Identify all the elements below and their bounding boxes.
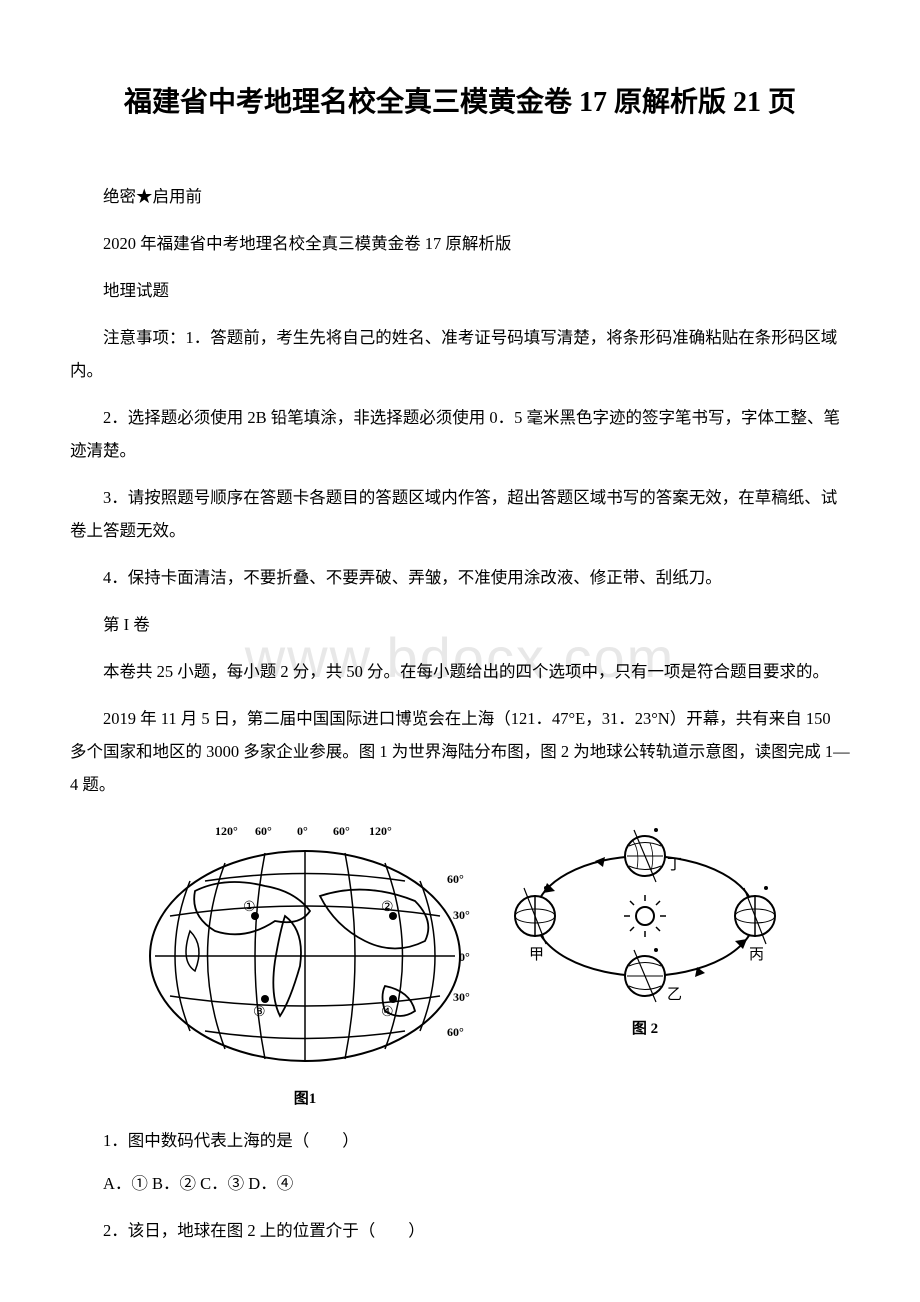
marker-4: ④ xyxy=(381,1005,394,1020)
lon-label: 60° xyxy=(333,824,350,838)
pos-jia: 甲 xyxy=(529,947,544,963)
para-notice-3: 3．请按照题号顺序在答题卡各题目的答题区域内作答，超出答题区域书写的答案无效，在… xyxy=(70,481,850,547)
orbit-figure: 甲 丁 丙 乙 xyxy=(505,821,785,1011)
marker-2: ② xyxy=(381,900,394,915)
lon-label: 120° xyxy=(215,824,238,838)
para-notice-4: 4．保持卡面清洁，不要折叠、不要弄破、弄皱，不准使用涂改液、修正带、刮纸刀。 xyxy=(70,561,850,594)
lat-label: 0° xyxy=(459,950,470,964)
pos-ding: 丁 xyxy=(667,857,682,873)
lat-label: 60° xyxy=(447,1025,464,1039)
para-notice-1: 注意事项：1．答题前，考生先将自己的姓名、准考证号码填写清楚，将条形码准确粘贴在… xyxy=(70,321,850,387)
figure2-block: 甲 丁 丙 乙 xyxy=(505,821,785,1038)
pos-bing: 丙 xyxy=(749,947,764,963)
figure1-block: 120° 60° 0° 60° 120° xyxy=(135,821,475,1108)
para-notice-2: 2．选择题必须使用 2B 铅笔填涂，非选择题必须使用 0．5 毫米黑色字迹的签字… xyxy=(70,401,850,467)
para-subject: 地理试题 xyxy=(70,274,850,307)
lon-label: 120° xyxy=(369,824,392,838)
question-1-options: A．① B．② C．③ D．④ xyxy=(70,1167,850,1200)
marker-3: ③ xyxy=(253,1005,266,1020)
para-context: 2019 年 11 月 5 日，第二届中国国际进口博览会在上海（121．47°E… xyxy=(70,702,850,801)
q1-number: 1 xyxy=(103,1131,111,1150)
question-1: 1．图中数码代表上海的是（ ） xyxy=(70,1124,850,1157)
lon-label: 60° xyxy=(255,824,272,838)
lon-label: 0° xyxy=(297,824,308,838)
figures-row: 120° 60° 0° 60° 120° xyxy=(70,821,850,1108)
lat-label: 30° xyxy=(453,990,470,1004)
document-content: 福建省中考地理名校全真三模黄金卷 17 原解析版 21 页 绝密★启用前 202… xyxy=(70,80,850,1247)
q2-number: 2 xyxy=(103,1221,111,1240)
figure2-caption: 图 2 xyxy=(632,1017,658,1038)
para-confidential: 绝密★启用前 xyxy=(70,180,850,213)
lat-label: 60° xyxy=(447,872,464,886)
figure1-caption: 图1 xyxy=(294,1087,317,1108)
para-subtitle: 2020 年福建省中考地理名校全真三模黄金卷 17 原解析版 xyxy=(70,227,850,260)
q2-text: 该日，地球在图 2 上的位置介于（ ） xyxy=(128,1221,425,1240)
page-title: 福建省中考地理名校全真三模黄金卷 17 原解析版 21 页 xyxy=(70,80,850,120)
question-2: 2．该日，地球在图 2 上的位置介于（ ） xyxy=(70,1214,850,1247)
lat-label: 30° xyxy=(453,908,470,922)
para-section-desc: 本卷共 25 小题，每小题 2 分，共 50 分。在每小题给出的四个选项中，只有… xyxy=(70,655,850,688)
pos-yi: 乙 xyxy=(667,987,682,1003)
q1-text: 图中数码代表上海的是（ ） xyxy=(128,1131,359,1150)
para-section: 第 I 卷 xyxy=(70,608,850,641)
world-map-figure: 120° 60° 0° 60° 120° xyxy=(135,821,475,1081)
marker-1: ① xyxy=(243,900,256,915)
